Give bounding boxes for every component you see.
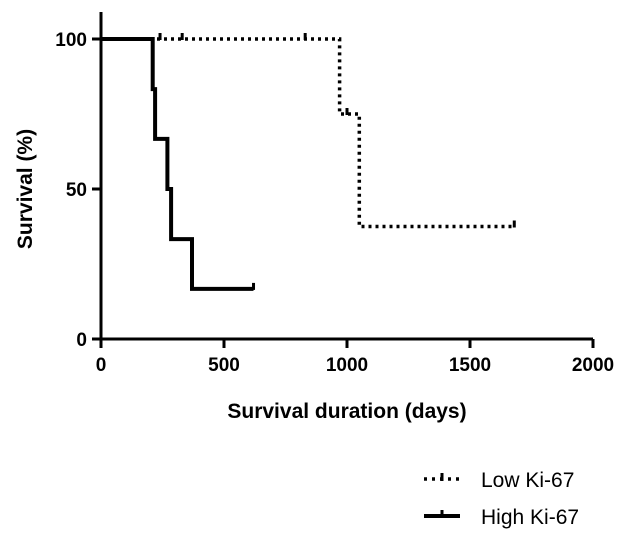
x-axis-title: Survival duration (days) <box>227 400 466 423</box>
axes: 0 500 1000 1500 2000 0 50 100 Survival duration … <box>14 12 614 423</box>
legend-label: Low Ki-67 <box>481 469 574 492</box>
x-tick-label: 0 <box>96 355 107 376</box>
y-tick-label: 50 <box>66 180 87 201</box>
y-tick-label: 100 <box>55 30 87 51</box>
y-axis-title: Survival (%) <box>14 129 37 249</box>
series-lines <box>101 33 516 291</box>
x-tick-label: 1000 <box>326 355 368 376</box>
legend: Low Ki-67 High Ki-67 <box>424 469 579 529</box>
series-line-low-ki67 <box>101 37 515 229</box>
legend-label: High Ki-67 <box>481 506 579 529</box>
y-tick-label: 0 <box>76 330 87 351</box>
x-tick-label: 500 <box>208 355 240 376</box>
x-tick-label: 1500 <box>449 355 491 376</box>
x-tick-label: 2000 <box>572 355 614 376</box>
series-line-high-ki67 <box>101 37 254 291</box>
